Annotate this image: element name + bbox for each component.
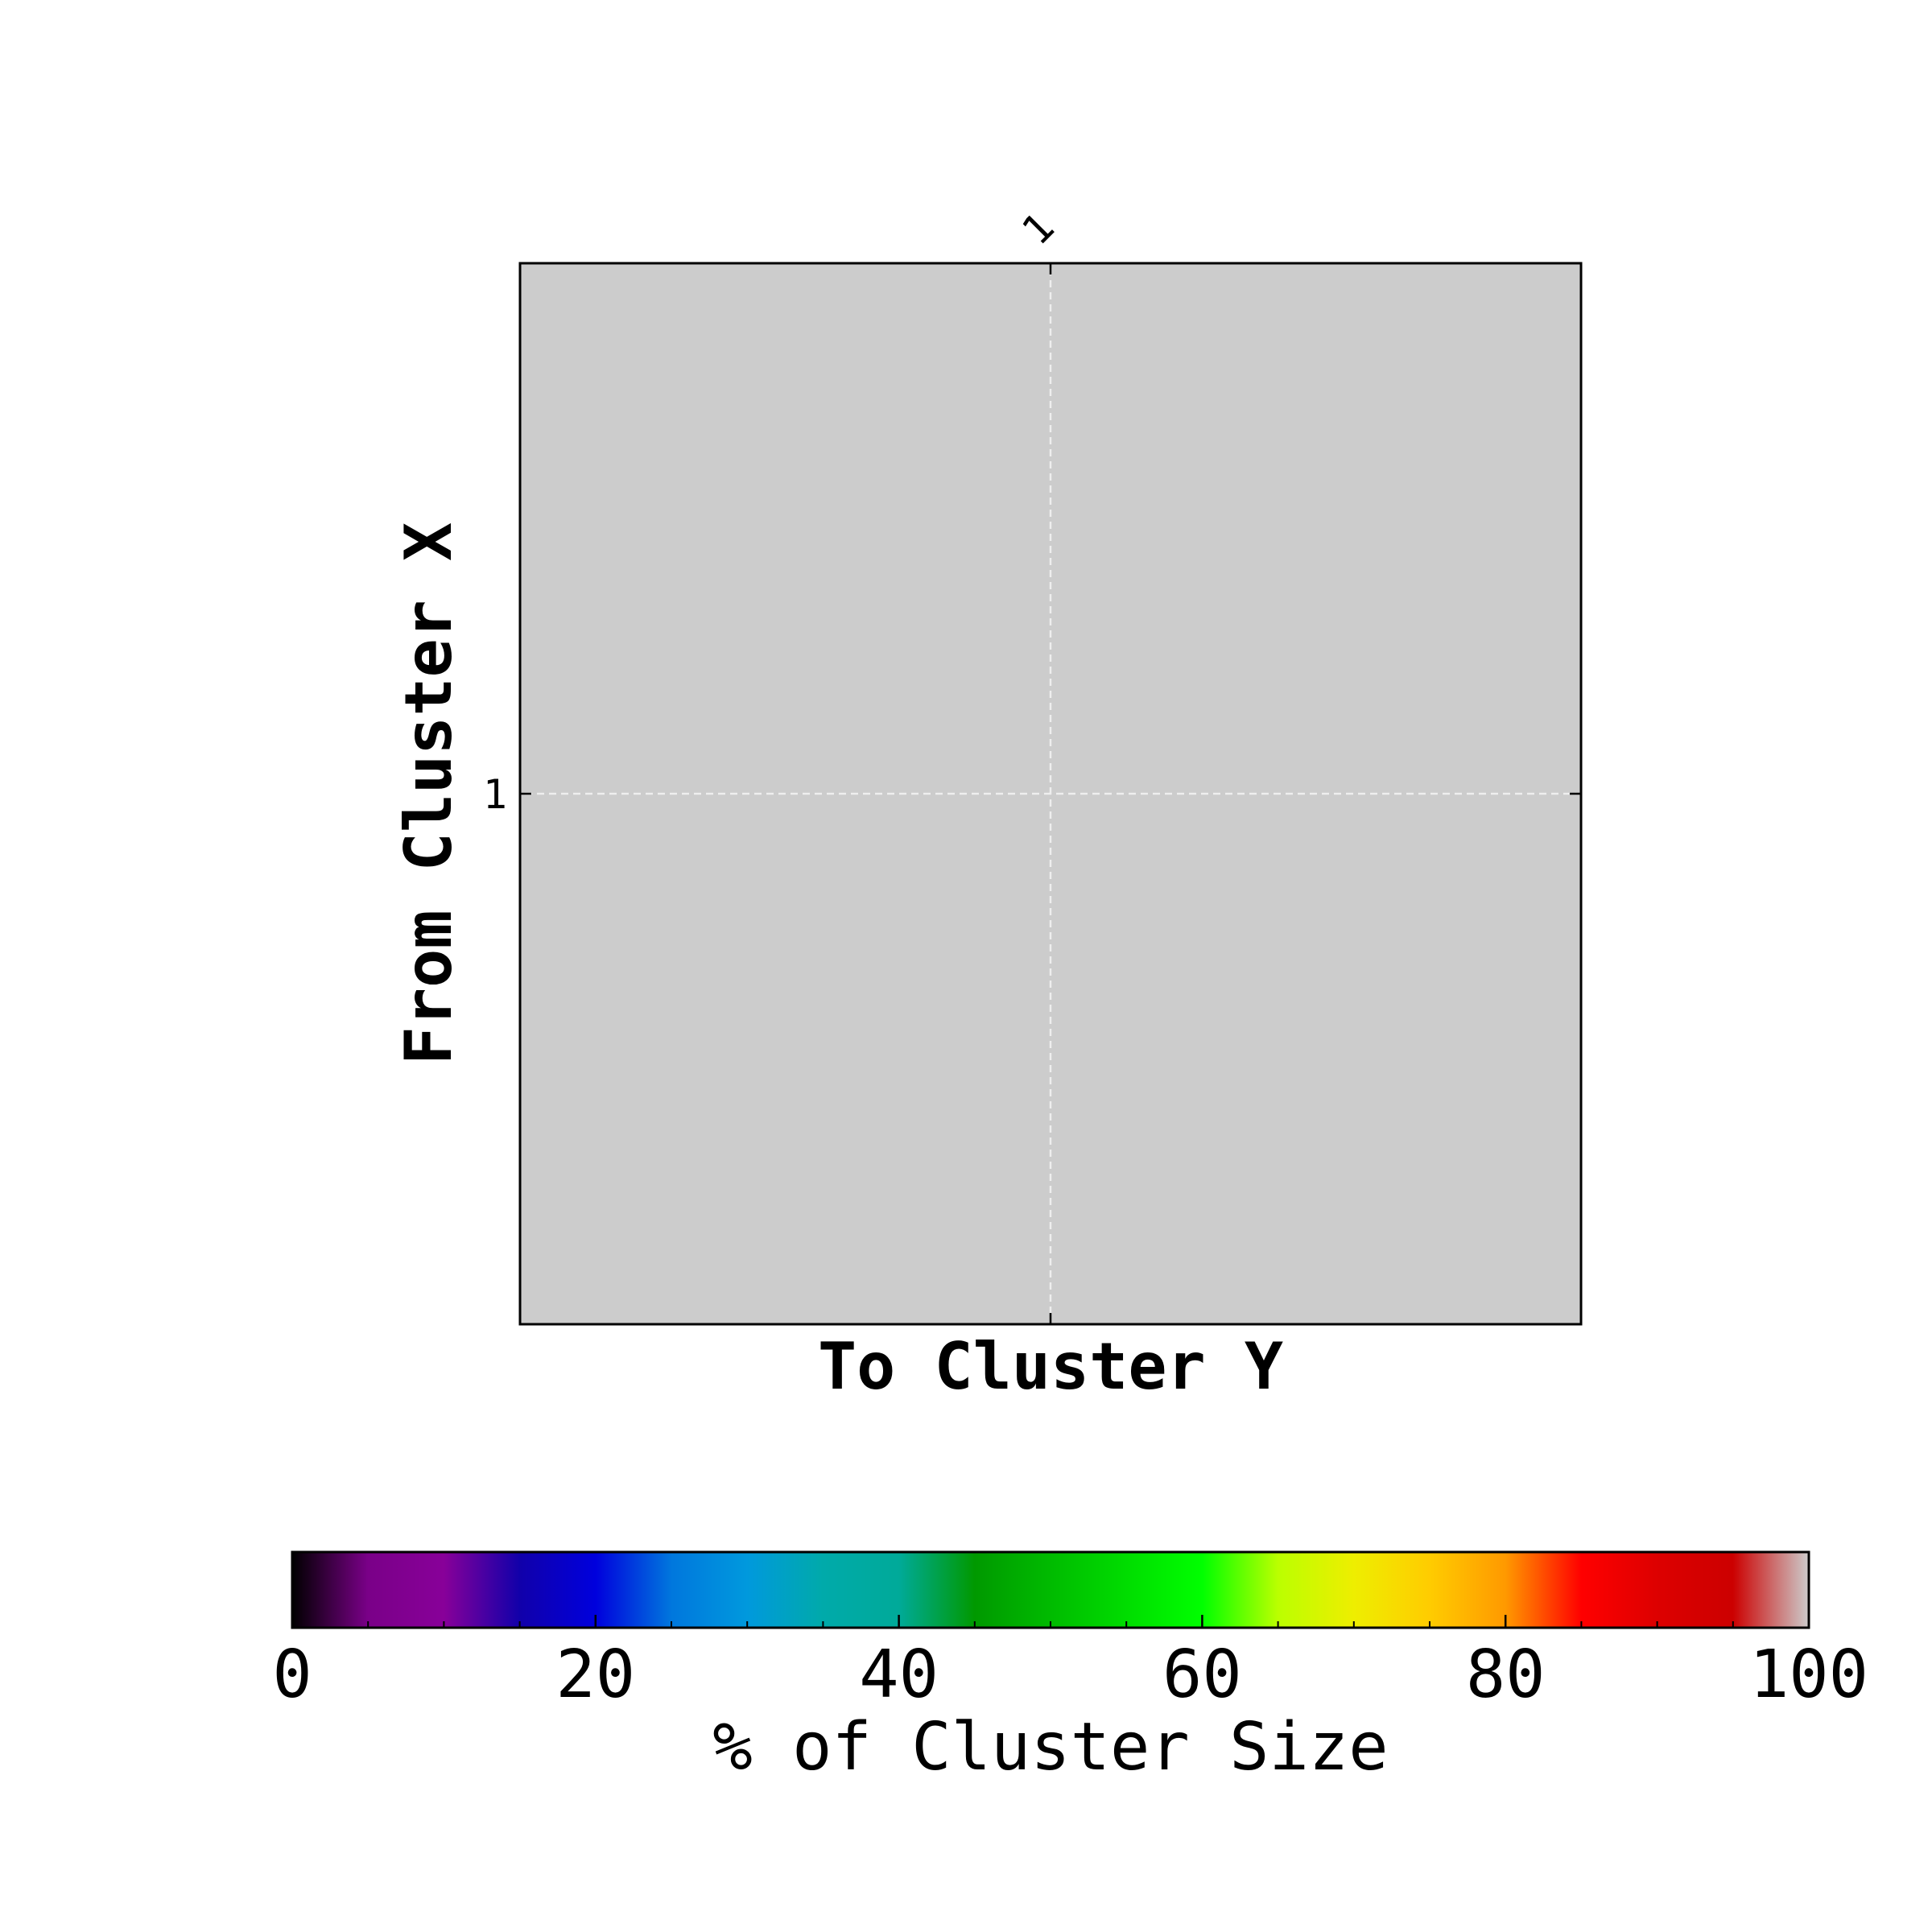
- x-axis-label: To Cluster Y: [818, 1329, 1283, 1404]
- y-axis-label: From Cluster X: [391, 522, 466, 1065]
- colorbar-tick-label: 80: [1466, 1637, 1546, 1713]
- colorbar-tick-label: 0: [272, 1637, 312, 1713]
- y-tick-label: 1: [483, 771, 507, 818]
- colorbar: 0 20 40 60 80 100 % of Cluster Size: [272, 1550, 1868, 1785]
- x-tick-label: 1: [1013, 204, 1063, 254]
- colorbar-tick-label: 100: [1749, 1637, 1868, 1713]
- grid-lines: [525, 268, 1576, 1319]
- colorbar-tick-label: 40: [859, 1637, 939, 1713]
- colorbar-tick-label: 60: [1162, 1637, 1242, 1713]
- plot-area: 11: [483, 204, 1583, 1326]
- colorbar-label: % of Cluster Size: [712, 1709, 1388, 1785]
- colorbar-ticks: 0 20 40 60 80 100: [272, 1615, 1868, 1713]
- colorbar-gradient: [291, 1550, 1810, 1629]
- colorbar-tick-label: 20: [555, 1637, 635, 1713]
